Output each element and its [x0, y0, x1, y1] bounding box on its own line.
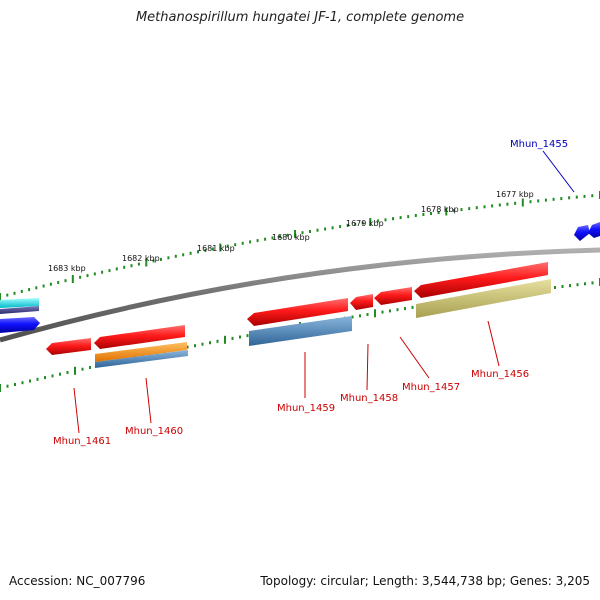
gene-label-mhun-1457: Mhun_1457 — [402, 382, 460, 393]
accession-text: Accession: NC_007796 — [9, 574, 146, 588]
khaki-feature — [416, 279, 551, 318]
blue-gene-arrow-mhun-1455 — [574, 225, 590, 241]
cyan-feature — [0, 298, 39, 308]
kbp-label: 1679 kbp — [346, 219, 384, 228]
gene-label-mhun-1456: Mhun_1456 — [471, 369, 529, 380]
blue-gene-arrow — [0, 317, 40, 333]
red-gene-arrow-mhun-1459 — [247, 298, 348, 326]
steelblue-feature — [249, 316, 352, 346]
outer-tick-track — [0, 191, 600, 301]
leader-line-mhun-1460 — [145, 377, 152, 424]
gene-label-mhun-1460: Mhun_1460 — [125, 426, 183, 437]
red-gene-arrow-mhun-1460 — [94, 325, 185, 349]
blue-gene-arrow — [588, 222, 600, 238]
red-gene-arrow-mhun-1461 — [46, 338, 91, 355]
red-gene-arrow-mhun-1457 — [374, 287, 412, 305]
genome-backbone — [0, 247, 600, 343]
leader-line-mhun-1456 — [487, 320, 500, 367]
orange-feature — [95, 342, 187, 362]
gene-label-mhun-1455: Mhun_1455 — [510, 139, 568, 150]
kbp-label: 1681 kbp — [197, 244, 235, 253]
steelblue-feature — [95, 350, 188, 368]
leader-line-mhun-1457 — [399, 336, 430, 379]
kbp-label: 1678 kbp — [421, 205, 459, 214]
red-gene-arrow-mhun-1458 — [350, 294, 373, 310]
kbp-label: 1683 kbp — [48, 264, 86, 273]
topology-text: Topology: circular; Length: 3,544,738 bp… — [260, 574, 590, 588]
gene-label-mhun-1461: Mhun_1461 — [53, 436, 111, 447]
gene-label-mhun-1458: Mhun_1458 — [340, 393, 398, 404]
kbp-label: 1680 kbp — [272, 233, 310, 242]
genome-title: Methanospirillum hungatei JF-1, complete… — [135, 10, 465, 25]
leader-line-mhun-1455 — [542, 150, 575, 193]
leader-line-mhun-1458 — [366, 343, 369, 391]
kbp-label: 1677 kbp — [496, 190, 534, 199]
navy-feature — [0, 306, 39, 314]
gene-label-mhun-1459: Mhun_1459 — [277, 403, 335, 414]
leader-line-mhun-1461 — [73, 387, 80, 434]
kbp-label: 1682 kbp — [122, 254, 160, 263]
red-gene-arrow-mhun-1456 — [414, 262, 548, 298]
